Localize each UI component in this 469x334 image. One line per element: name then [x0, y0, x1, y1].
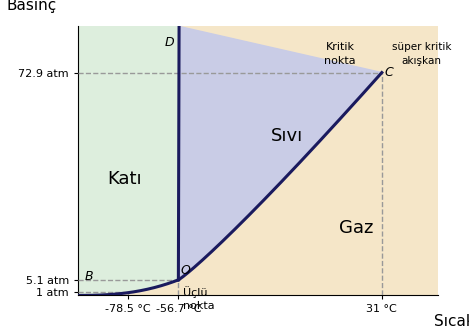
Text: süper kritik
akışkan: süper kritik akışkan: [392, 42, 451, 65]
Text: B: B: [85, 270, 93, 283]
Text: Katı: Katı: [107, 170, 142, 188]
Text: Üçlü
nokta: Üçlü nokta: [183, 286, 215, 311]
Polygon shape: [78, 26, 438, 296]
Polygon shape: [78, 26, 179, 296]
Text: D: D: [165, 36, 174, 48]
Text: C: C: [384, 66, 393, 79]
Text: Sıvı: Sıvı: [271, 128, 303, 146]
Text: Gaz: Gaz: [339, 219, 373, 237]
Polygon shape: [178, 26, 382, 280]
Y-axis label: Basınç: Basınç: [6, 0, 56, 13]
Text: O: O: [181, 264, 190, 277]
Text: Kritik
nokta: Kritik nokta: [324, 42, 356, 65]
X-axis label: Sıcaklık: Sıcaklık: [434, 314, 469, 329]
